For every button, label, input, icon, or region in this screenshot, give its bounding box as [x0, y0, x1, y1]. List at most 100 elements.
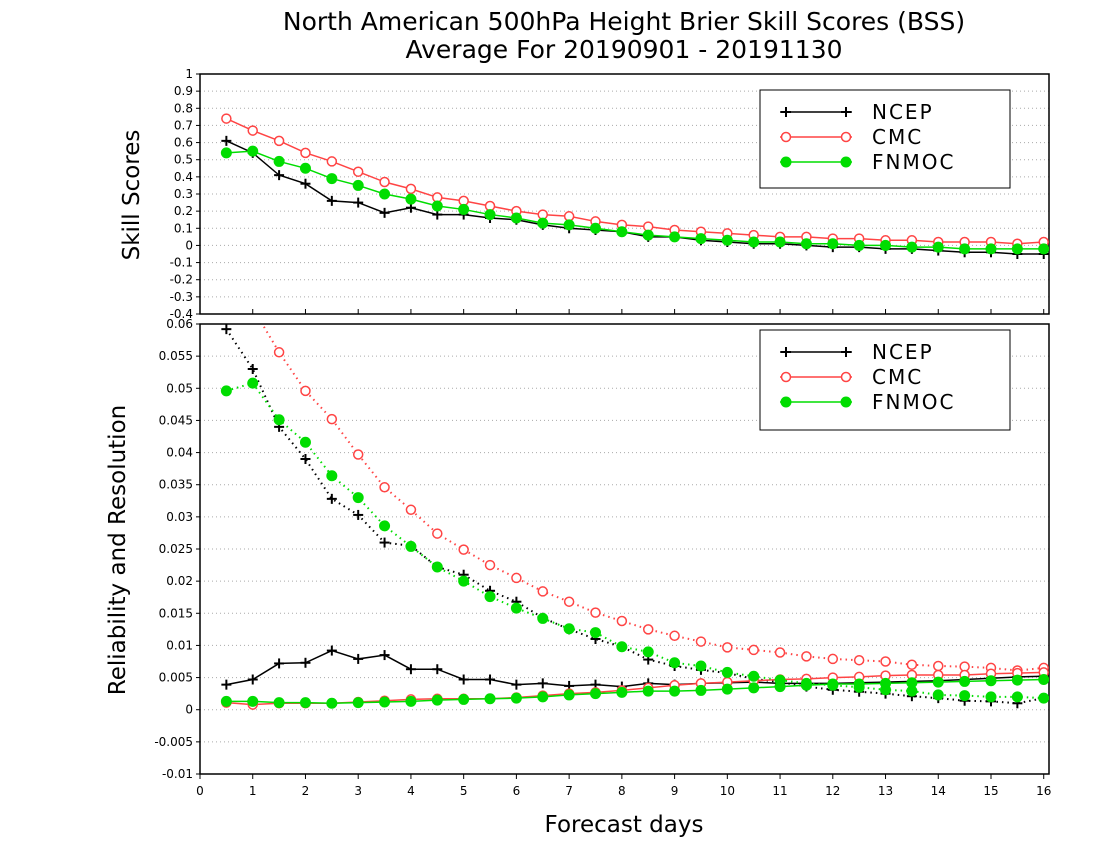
bottom-point-fnmoc-dotted [273, 414, 285, 426]
bottom-point-fnmoc-solid [800, 679, 812, 691]
bottom-point-cmc-dotted [484, 559, 496, 571]
top-series-group [220, 113, 1049, 259]
bottom-legend-label-cmc: CMC [872, 365, 923, 389]
top-point-fnmoc [800, 238, 812, 250]
bottom-legend-label-fnmoc: FNMOC [872, 390, 955, 414]
bottom-point-fnmoc-solid [853, 678, 865, 690]
bottom-point-cmc-dotted [642, 624, 654, 635]
bottom-x-tick-label: 8 [618, 784, 626, 798]
bottom-point-fnmoc-dotted [985, 691, 997, 703]
bottom-point-fnmoc-dotted [589, 627, 601, 639]
bottom-y-tick-label: 0.06 [166, 317, 193, 331]
bottom-plot-frame [199, 323, 1050, 775]
bottom-point-ncep-solid [353, 653, 364, 664]
bottom-point-ncep-solid [537, 678, 548, 689]
bottom-x-tick-label: 15 [983, 784, 998, 798]
bottom-x-tick-label: 13 [878, 784, 893, 798]
top-y-tick-label: 0.5 [174, 153, 193, 167]
top-point-fnmoc [220, 147, 232, 159]
top-point-fnmoc [880, 239, 892, 251]
bottom-x-tick-label: 6 [513, 784, 521, 798]
bottom-point-fnmoc-dotted [537, 612, 549, 624]
bottom-point-ncep-dotted [247, 364, 258, 374]
bottom-point-fnmoc-dotted [220, 385, 232, 397]
bottom-point-fnmoc-solid [589, 688, 601, 700]
bottom-point-ncep-solid [511, 679, 522, 690]
bottom-point-ncep-dotted [326, 493, 337, 504]
bottom-point-cmc-dotted [853, 654, 865, 666]
bottom-point-fnmoc-dotted [642, 646, 654, 658]
bottom-point-cmc-dotted [590, 607, 601, 618]
bottom-point-cmc-dotted [880, 656, 891, 667]
bottom-point-cmc-dotted [933, 660, 944, 672]
bottom-point-cmc-dotted [352, 449, 364, 460]
top-y-tick-label: 0.6 [174, 136, 193, 150]
x-axis-label: Forecast days [545, 812, 704, 838]
bottom-point-cmc-dotted [405, 504, 417, 516]
bottom-x-tick-label: 5 [460, 784, 468, 798]
bottom-point-cmc-dotted [722, 642, 733, 653]
bottom-point-fnmoc-dotted [484, 591, 496, 603]
bottom-y-tick-label: 0.04 [166, 446, 193, 460]
bottom-point-fnmoc-solid [273, 697, 285, 709]
bottom-point-ncep-solid [300, 657, 311, 668]
bottom-y-tick-label: -0.005 [154, 735, 193, 749]
bottom-point-fnmoc-solid [405, 695, 417, 707]
bottom-point-fnmoc-solid [695, 684, 707, 696]
bottom-point-cmc-dotted [748, 644, 759, 656]
top-legend-marker-ncep [841, 107, 851, 117]
top-legend-label-ncep: NCEP [872, 100, 934, 124]
top-point-fnmoc [932, 241, 944, 253]
top-point-fnmoc [299, 162, 311, 174]
top-point-cmc [221, 113, 232, 124]
bottom-point-cmc-dotted [563, 596, 575, 607]
bottom-point-ncep-solid [247, 674, 258, 685]
top-point-fnmoc [484, 209, 496, 221]
bottom-point-fnmoc-solid [458, 693, 470, 705]
bottom-x-tick-label: 11 [772, 784, 787, 798]
bottom-point-fnmoc-solid [484, 693, 496, 705]
top-legend-label-cmc: CMC [872, 125, 923, 149]
bottom-point-cmc-dotted [827, 653, 839, 665]
bottom-point-fnmoc-dotted [616, 641, 628, 653]
top-y-tick-label: 1 [185, 67, 193, 81]
top-point-fnmoc [959, 243, 971, 255]
top-y-tick-label: -0.1 [170, 256, 193, 270]
top-point-ncep [326, 195, 337, 206]
bottom-point-cmc-dotted [511, 572, 522, 584]
bottom-point-fnmoc-solid [1011, 674, 1023, 686]
bottom-y-tick-label: 0.03 [166, 510, 193, 524]
top-y-tick-label: 0.3 [174, 187, 193, 201]
bottom-series-line-ncep-dotted [225, 328, 1044, 705]
bottom-series-line-cmc-dotted [261, 324, 1044, 672]
top-legend-box [759, 89, 1011, 189]
bottom-point-ncep-solid [485, 674, 496, 685]
bottom-y-tick-label: 0.005 [159, 671, 193, 685]
top-y-tick-label: 0 [185, 238, 193, 252]
bottom-point-ncep-solid [379, 650, 390, 661]
bottom-point-fnmoc-dotted [721, 666, 733, 678]
bottom-point-cmc-dotted [801, 651, 812, 662]
top-point-cmc [273, 135, 285, 147]
bottom-point-fnmoc-dotted [510, 602, 522, 614]
bottom-point-fnmoc-dotted [669, 657, 681, 669]
bottom-x-tick-label: 3 [354, 784, 362, 798]
top-point-fnmoc [669, 231, 681, 243]
top-y-tick-label: -0.4 [170, 307, 193, 321]
bottom-y-tick-label: 0.05 [166, 381, 193, 395]
top-point-cmc [379, 176, 390, 188]
bottom-point-fnmoc-dotted [352, 492, 364, 504]
top-y-tick-label: 0.9 [174, 84, 193, 98]
bottom-x-tick-label: 2 [302, 784, 310, 798]
bottom-point-fnmoc-solid [748, 682, 760, 694]
top-point-ncep [379, 207, 390, 218]
bottom-point-fnmoc-solid [352, 697, 364, 709]
top-point-cmc [405, 183, 417, 195]
top-point-ncep [300, 178, 311, 189]
bottom-x-tick-label: 1 [249, 784, 257, 798]
top-point-fnmoc [695, 233, 707, 245]
bottom-point-fnmoc-dotted [326, 470, 338, 482]
bottom-point-fnmoc-solid [932, 676, 944, 688]
bottom-y-tick-label: 0.055 [159, 349, 193, 363]
bottom-point-cmc-dotted [906, 659, 918, 670]
